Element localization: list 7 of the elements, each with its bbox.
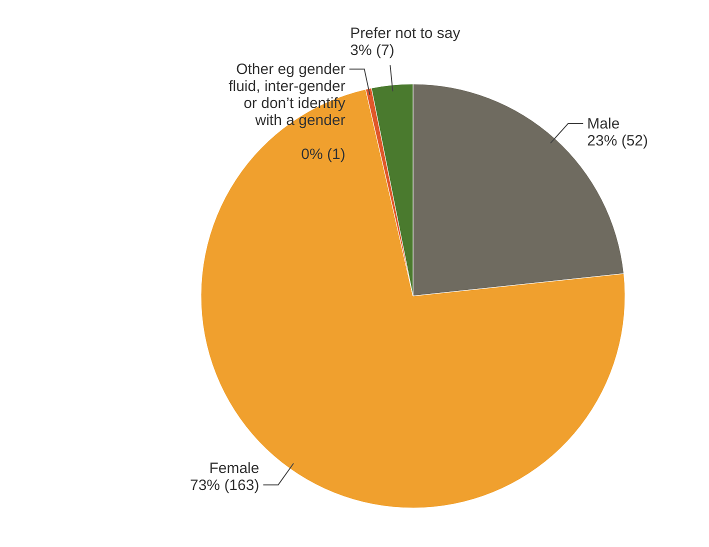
slice-label: Prefer not to say bbox=[350, 25, 461, 42]
data-label: 3% (7) bbox=[350, 42, 394, 60]
data-label: 23% (52) bbox=[587, 132, 648, 150]
data-label: 73% (163) bbox=[190, 476, 260, 494]
data-label: 0% (1) bbox=[301, 146, 346, 164]
slice-label: Male bbox=[587, 116, 620, 133]
slice-label: Female bbox=[209, 460, 260, 477]
